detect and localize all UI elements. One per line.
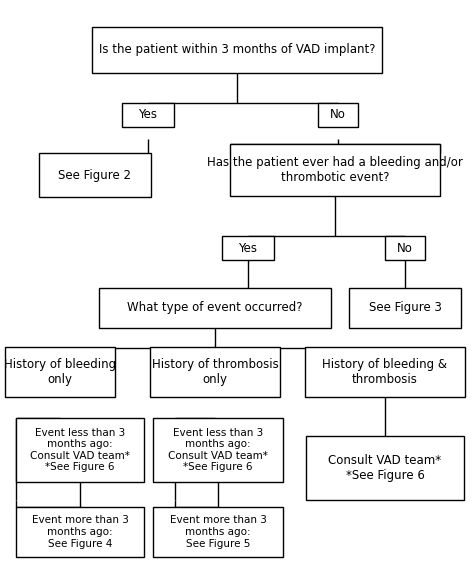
FancyBboxPatch shape — [92, 27, 382, 73]
Text: See Figure 3: See Figure 3 — [369, 301, 441, 315]
FancyBboxPatch shape — [318, 103, 358, 127]
FancyBboxPatch shape — [222, 236, 274, 260]
FancyBboxPatch shape — [153, 507, 283, 557]
FancyBboxPatch shape — [230, 144, 440, 196]
FancyBboxPatch shape — [385, 236, 425, 260]
Text: Event less than 3
months ago:
Consult VAD team*
*See Figure 6: Event less than 3 months ago: Consult VA… — [168, 428, 268, 472]
FancyBboxPatch shape — [16, 507, 144, 557]
FancyBboxPatch shape — [349, 288, 461, 328]
Text: Has the patient ever had a bleeding and/or
thrombotic event?: Has the patient ever had a bleeding and/… — [207, 156, 463, 184]
Text: No: No — [330, 108, 346, 122]
FancyBboxPatch shape — [99, 288, 331, 328]
Text: Is the patient within 3 months of VAD implant?: Is the patient within 3 months of VAD im… — [99, 43, 375, 57]
Text: Yes: Yes — [138, 108, 157, 122]
FancyBboxPatch shape — [153, 418, 283, 482]
Text: Event more than 3
months ago:
See Figure 5: Event more than 3 months ago: See Figure… — [170, 516, 266, 549]
Text: History of thrombosis
only: History of thrombosis only — [152, 358, 278, 386]
FancyBboxPatch shape — [150, 347, 280, 397]
Text: History of bleeding
only: History of bleeding only — [4, 358, 116, 386]
Text: See Figure 2: See Figure 2 — [58, 168, 131, 182]
Text: No: No — [397, 242, 413, 255]
Text: History of bleeding &
thrombosis: History of bleeding & thrombosis — [322, 358, 447, 386]
FancyBboxPatch shape — [5, 347, 115, 397]
Text: Event less than 3
months ago:
Consult VAD team*
*See Figure 6: Event less than 3 months ago: Consult VA… — [30, 428, 130, 472]
Text: Yes: Yes — [238, 242, 257, 255]
Text: Consult VAD team*
*See Figure 6: Consult VAD team* *See Figure 6 — [328, 454, 442, 482]
Text: What type of event occurred?: What type of event occurred? — [127, 301, 303, 315]
FancyBboxPatch shape — [39, 153, 151, 197]
Text: Event more than 3
months ago:
See Figure 4: Event more than 3 months ago: See Figure… — [32, 516, 128, 549]
FancyBboxPatch shape — [122, 103, 174, 127]
FancyBboxPatch shape — [306, 436, 464, 500]
FancyBboxPatch shape — [16, 418, 144, 482]
FancyBboxPatch shape — [305, 347, 465, 397]
